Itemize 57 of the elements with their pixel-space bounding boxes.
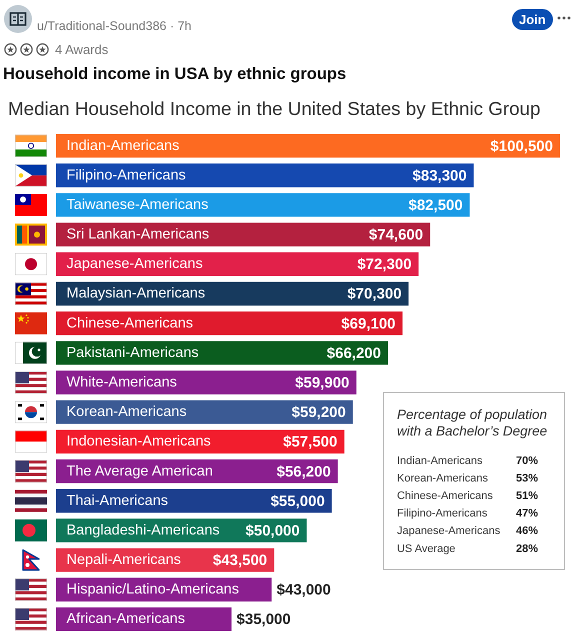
category-label: Filipino-Americans xyxy=(397,508,488,520)
data-label: $43,000 xyxy=(276,582,331,599)
y-tick-label: Thai-Americans xyxy=(66,492,168,509)
y-tick-label: Filipino-Americans xyxy=(66,167,186,184)
y-tick-label: The Average American xyxy=(66,463,213,480)
y-tick-label: Korean-Americans xyxy=(66,404,187,420)
data-label: $56,200 xyxy=(276,463,331,480)
data-label: $72,300 xyxy=(357,256,412,274)
data-label: $66,200 xyxy=(326,344,381,362)
y-tick-label: Japanese-Americans xyxy=(66,256,203,272)
bar xyxy=(56,134,560,158)
data-label: $59,900 xyxy=(295,374,350,392)
y-tick-label: Indian-Americans xyxy=(66,138,180,154)
text: 47% xyxy=(516,508,538,520)
text: Household income in USA by ethnic groups xyxy=(3,64,346,84)
y-tick-label: Hispanic/Latino-Americans xyxy=(66,582,239,598)
category-label: Indian-Americans xyxy=(397,454,483,467)
category-label: Japanese-Americans xyxy=(397,525,501,538)
text: Percentage of population with a Bachelor’s Degree xyxy=(397,407,548,438)
data-label: $50,000 xyxy=(246,522,300,540)
button: Join xyxy=(512,9,553,30)
data-label: $43,500 xyxy=(212,552,268,570)
y-tick-label: Pakistani-Americans xyxy=(66,344,199,361)
y-tick-label: Indonesian-Americans xyxy=(66,434,211,450)
y-tick-label: African-Americans xyxy=(66,611,185,628)
y-tick-label: Nepali-Americans xyxy=(66,552,181,568)
y-tick-label: Malaysian-Americans xyxy=(66,286,206,302)
data-label: $59,200 xyxy=(292,404,346,422)
y-tick-label: Sri Lankan-Americans xyxy=(66,226,210,243)
bar xyxy=(56,222,430,246)
text: u/Traditional-Sound386 · 7h xyxy=(37,19,192,34)
data-label: $82,500 xyxy=(408,196,463,214)
category-label: Chinese-Americans xyxy=(397,490,494,502)
category-label: Korean-Americans xyxy=(397,472,488,484)
category-label: US Average xyxy=(397,542,456,555)
data-label: $70,300 xyxy=(347,286,402,303)
text: 53% xyxy=(516,472,538,484)
y-tick-label: White-Americans xyxy=(66,374,177,390)
data-label: $55,000 xyxy=(270,492,325,510)
bar xyxy=(56,370,356,394)
y-tick-label: Chinese-Americans xyxy=(66,315,194,332)
data-label: $83,300 xyxy=(412,167,467,184)
data-label: $69,100 xyxy=(341,315,396,332)
data-label: $74,600 xyxy=(368,226,424,244)
data-label: $35,000 xyxy=(236,611,291,628)
text: 46% xyxy=(516,525,538,538)
bar xyxy=(56,193,470,217)
y-tick-label: Taiwanese-Americans xyxy=(66,196,208,213)
text: 4 Awards xyxy=(55,42,108,57)
chart-title: Median Household Income in the United States by Ethnic Group xyxy=(8,98,540,120)
bar xyxy=(56,164,474,188)
text: 51% xyxy=(516,490,538,502)
data-label: $100,500 xyxy=(490,138,553,155)
text: 70% xyxy=(516,454,538,467)
y-tick-label: Bangladeshi-Americans xyxy=(66,522,220,538)
data-label: $57,500 xyxy=(283,434,338,451)
text: 28% xyxy=(516,542,538,555)
